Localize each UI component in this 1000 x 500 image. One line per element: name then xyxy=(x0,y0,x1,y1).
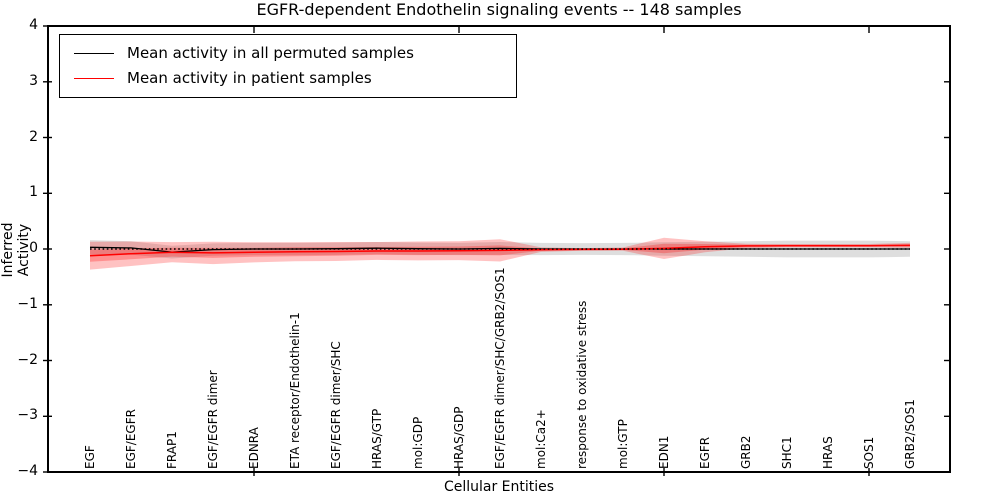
red-line-swatch-icon xyxy=(74,78,114,79)
x-tick-label: mol:Ca2+ xyxy=(534,409,548,469)
y-tick-label: 1 xyxy=(29,184,38,201)
black-line-swatch-icon xyxy=(74,53,114,54)
y-tick-label: −3 xyxy=(17,407,38,424)
x-tick-label: HRAS/GTP xyxy=(370,408,384,469)
x-tick-label: GRB2 xyxy=(739,435,753,469)
x-tick-label: EGF xyxy=(83,445,97,469)
legend-label-patient: Mean activity in patient samples xyxy=(127,68,372,87)
x-tick-label: EDNRA xyxy=(247,427,261,469)
legend-entry-permuted: Mean activity in all permuted samples xyxy=(72,44,504,64)
legend-label-permuted: Mean activity in all permuted samples xyxy=(127,43,414,62)
chart-title: EGFR-dependent Endothelin signaling even… xyxy=(256,0,742,19)
x-tick-label: GRB2/SOS1 xyxy=(903,399,917,469)
x-tick-label: HRAS xyxy=(821,436,835,469)
x-tick-label: HRAS/GDP xyxy=(452,406,466,469)
x-tick-label: EGF/EGFR dimer/SHC/GRB2/SOS1 xyxy=(493,267,507,469)
x-tick-label: FRAP1 xyxy=(165,431,179,469)
x-tick-label: EGF/EGFR dimer/SHC xyxy=(329,341,343,469)
x-tick-label: ETA receptor/Endothelin-1 xyxy=(288,312,302,469)
x-tick-label: SHC1 xyxy=(780,436,794,469)
x-tick-label: SOS1 xyxy=(862,436,876,469)
y-tick-label: 4 xyxy=(29,17,38,33)
x-tick-label: EGFR xyxy=(698,436,712,469)
x-tick-label: mol:GTP xyxy=(616,419,630,469)
x-tick-label: mol:GDP xyxy=(411,416,425,469)
legend: Mean activity in all permuted samples Me… xyxy=(59,34,517,98)
x-tick-label: response to oxidative stress xyxy=(575,300,589,469)
y-tick-label: −2 xyxy=(17,351,38,368)
y-axis-title: Inferred Activity xyxy=(0,222,32,278)
y-tick-label: 0 xyxy=(29,240,38,256)
legend-entry-patient: Mean activity in patient samples xyxy=(72,69,504,89)
y-tick-label: 2 xyxy=(29,128,38,145)
y-tick-label: −4 xyxy=(17,463,38,479)
y-tick-label: 3 xyxy=(29,72,38,89)
x-tick-label: EGF/EGFR xyxy=(124,409,138,469)
y-tick-label: −1 xyxy=(17,295,38,312)
x-tick-label: EGF/EGFR dimer xyxy=(206,370,220,469)
x-axis-title: Cellular Entities xyxy=(443,479,555,495)
x-tick-label: EDN1 xyxy=(657,435,671,469)
